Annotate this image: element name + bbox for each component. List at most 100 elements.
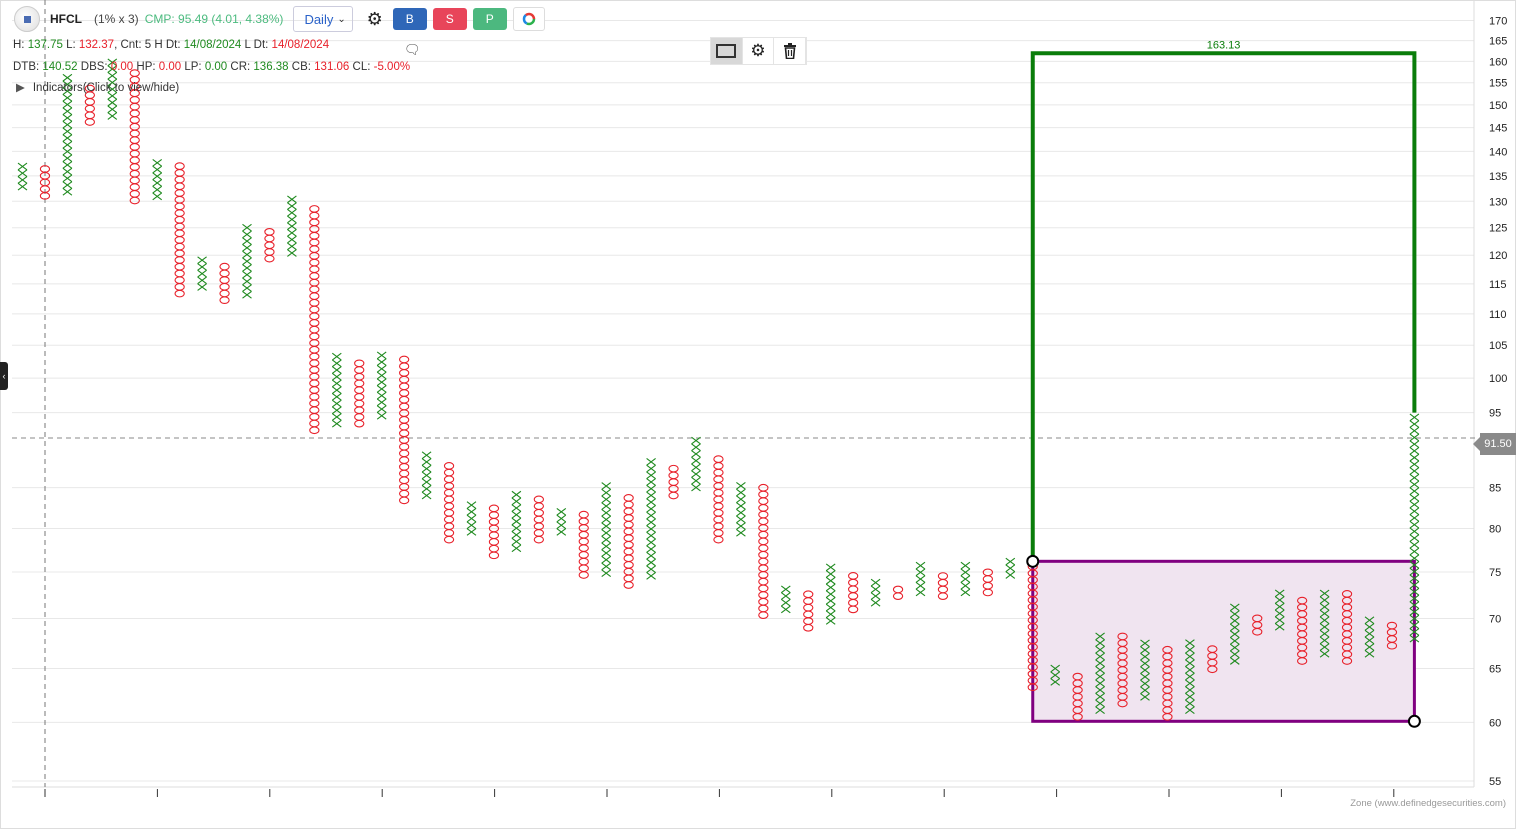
x-mark — [331, 393, 342, 401]
o-mark — [937, 592, 949, 601]
x-mark — [1140, 673, 1150, 681]
pnf-column-o — [1297, 596, 1308, 665]
o-mark — [443, 508, 455, 517]
o-mark — [129, 143, 140, 151]
y-tick-label: 70 — [1489, 614, 1501, 626]
o-mark — [398, 476, 410, 485]
o-mark — [578, 551, 589, 559]
o-mark — [713, 495, 724, 504]
o-mark — [129, 176, 140, 185]
o-mark — [937, 578, 949, 587]
o-mark — [354, 399, 365, 408]
o-mark — [398, 456, 410, 464]
y-tick-label: 170 — [1489, 15, 1507, 27]
x-mark — [960, 568, 971, 577]
comment-icon[interactable]: 🗨 — [404, 42, 421, 57]
x-mark — [736, 482, 746, 490]
sell-button[interactable]: S — [432, 8, 467, 30]
o-mark — [264, 241, 275, 250]
x-mark — [691, 443, 701, 452]
chart-ring-button[interactable] — [512, 7, 545, 31]
x-mark — [646, 525, 656, 533]
x-mark — [17, 162, 28, 171]
x-mark — [376, 364, 387, 373]
x-mark — [736, 515, 746, 524]
o-mark — [623, 581, 634, 589]
x-mark — [331, 379, 342, 388]
x-mark — [107, 58, 118, 67]
buy-button[interactable]: B — [392, 8, 427, 30]
pnf-column-x — [1185, 639, 1195, 714]
indicators-toggle[interactable]: ▶ Indicators(Click to view/hide) — [16, 82, 180, 94]
o-mark — [758, 537, 769, 546]
x-mark — [376, 391, 387, 400]
x-mark — [1409, 547, 1420, 556]
zone-rectangle — [1031, 559, 1416, 723]
x-mark — [1409, 534, 1420, 542]
rectangle-tool-button[interactable] — [711, 38, 743, 64]
x-mark — [17, 176, 28, 184]
x-mark — [1185, 659, 1195, 668]
x-mark — [1050, 678, 1061, 686]
x-mark — [1409, 440, 1420, 449]
o-mark — [309, 285, 320, 294]
o-mark — [39, 165, 51, 173]
o-mark — [578, 557, 589, 566]
x-mark — [1409, 413, 1420, 422]
x-mark — [107, 85, 118, 94]
pnf-column-x — [1409, 413, 1420, 643]
x-mark — [1095, 632, 1105, 641]
zone-handle-bottom[interactable] — [1407, 714, 1421, 728]
x-mark — [1409, 561, 1420, 569]
o-mark — [488, 551, 500, 560]
o-mark — [892, 585, 904, 594]
x-mark — [825, 563, 836, 572]
o-mark — [264, 234, 275, 243]
x-mark — [107, 65, 118, 73]
x-mark — [1140, 646, 1150, 654]
o-mark — [937, 585, 949, 594]
x-mark — [1229, 630, 1240, 638]
o-mark — [623, 500, 634, 509]
o-mark — [398, 429, 410, 438]
o-mark — [129, 196, 140, 205]
x-mark — [1185, 686, 1195, 694]
drawing-settings-button[interactable]: ⚙ — [743, 38, 775, 64]
p-button[interactable]: P — [472, 8, 507, 30]
pnf-column-x — [17, 162, 28, 191]
o-mark — [398, 469, 410, 478]
pnf-column-x — [691, 436, 701, 492]
o-mark — [398, 416, 410, 424]
pnf-column-o — [1207, 645, 1218, 674]
x-mark — [62, 154, 73, 163]
drawing-toolbar: ⚙ — [710, 37, 807, 65]
x-mark — [691, 470, 701, 478]
y-tick-label: 160 — [1489, 56, 1507, 68]
zone-handle-top[interactable] — [1026, 554, 1040, 568]
x-mark — [62, 127, 73, 136]
y-tick-label: 110 — [1489, 309, 1507, 321]
x-mark — [1409, 594, 1420, 603]
o-mark — [803, 623, 814, 632]
timeframe-select[interactable]: Daily ⌄ — [293, 6, 353, 32]
delete-drawing-button[interactable] — [774, 38, 807, 64]
x-mark — [960, 575, 971, 583]
collapse-sidebar-tab[interactable]: ‹ — [0, 362, 8, 390]
x-mark — [825, 617, 836, 625]
pnf-column-o — [937, 572, 949, 601]
x-mark — [17, 169, 28, 178]
x-mark — [1229, 603, 1240, 612]
pnf-column-x — [62, 73, 73, 196]
o-mark — [309, 272, 320, 280]
x-mark — [1140, 659, 1150, 668]
o-mark — [398, 375, 410, 384]
o-mark — [758, 604, 769, 613]
x-mark — [1229, 650, 1240, 659]
x-mark — [1229, 623, 1240, 632]
o-mark — [309, 265, 320, 274]
y-tick-label: 145 — [1489, 123, 1507, 135]
x-mark — [287, 208, 297, 217]
o-mark — [758, 490, 769, 499]
settings-gear-icon[interactable]: ⚙ — [366, 8, 383, 29]
